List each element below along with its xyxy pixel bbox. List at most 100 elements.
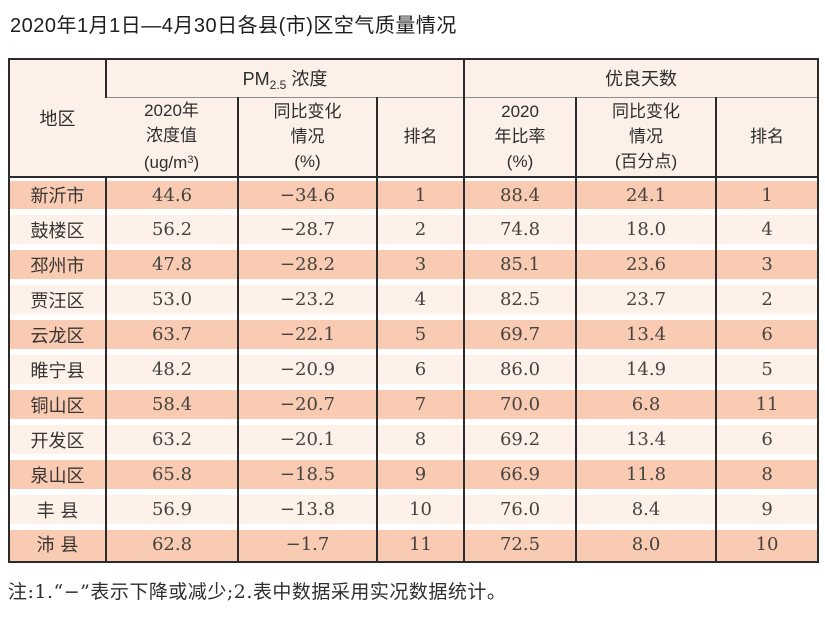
rate-change-cell: 11.8: [575, 457, 717, 492]
pm-value-cell: 53.0: [105, 282, 238, 317]
table-row: 开发区 63.2 −20.1 8 69.2 13.4 6: [9, 422, 819, 457]
region-cell: 贾汪区: [9, 282, 106, 317]
pm-change-cell: −22.1: [237, 317, 377, 352]
pm-value-cell: 65.8: [105, 457, 238, 492]
rate-rank-cell: 2: [715, 282, 819, 317]
region-cell: 云龙区: [9, 317, 106, 352]
pm25-subscript: 2.5: [269, 77, 287, 92]
table-row: 沛 县 62.8 −1.7 11 72.5 8.0 10: [9, 527, 819, 562]
rate-rank-cell: 3: [715, 247, 819, 282]
pm-change-cell: −20.1: [237, 422, 377, 457]
header-pm-change: 同比变化 情况 (%): [237, 97, 377, 178]
rate-change-cell: 14.9: [575, 352, 717, 387]
header-pm-value: 2020年 浓度值 (ug/m3): [106, 97, 238, 178]
region-cell: 邳州市: [9, 247, 106, 282]
rate-change-cell: 8.4: [575, 492, 717, 527]
rate-cell: 74.8: [463, 212, 577, 247]
rate-rank-cell: 9: [715, 492, 819, 527]
rate-rank-cell: 5: [715, 352, 819, 387]
pm-change-cell: −20.7: [237, 387, 377, 422]
header-good-days-group: 优良天数: [463, 59, 819, 98]
rate-rank-cell: 1: [715, 177, 819, 212]
unit-open: (ug/m: [143, 153, 188, 173]
pm-rank-cell: 11: [375, 527, 465, 562]
rate-change-cell: 23.7: [575, 282, 717, 317]
pm25-suffix: 浓度: [286, 68, 328, 89]
rate-change-cell: 13.4: [575, 317, 717, 352]
region-cell: 新沂市: [9, 177, 106, 212]
table-header: 地区 PM2.5 浓度 优良天数 2020年 浓度值 (ug/m3) 同比变化 …: [9, 59, 819, 178]
unit-close: ): [193, 153, 200, 173]
rate-rank-cell: 6: [715, 317, 819, 352]
rate-change-cell: 13.4: [575, 422, 717, 457]
header-good-change-line1: 同比变化: [612, 102, 681, 122]
pm-change-cell: −28.2: [237, 247, 377, 282]
region-cell: 铜山区: [9, 387, 106, 422]
rate-cell: 70.0: [463, 387, 577, 422]
rate-rank-cell: 4: [715, 212, 819, 247]
rate-rank-cell: 11: [715, 387, 819, 422]
pm-rank-cell: 3: [375, 247, 465, 282]
pm-rank-cell: 10: [375, 492, 465, 527]
header-region: 地区: [9, 59, 106, 178]
rate-cell: 66.9: [463, 457, 577, 492]
region-cell: 沛 县: [9, 527, 106, 562]
pm-value-cell: 48.2: [105, 352, 238, 387]
header-pm-change-line1: 同比变化: [273, 102, 342, 122]
rate-change-cell: 24.1: [575, 177, 717, 212]
pm-change-cell: −20.9: [237, 352, 377, 387]
pm-change-cell: −28.7: [237, 212, 377, 247]
rate-change-cell: 18.0: [575, 212, 717, 247]
header-pm-value-line1: 2020年: [144, 101, 199, 121]
rate-cell: 76.0: [463, 492, 577, 527]
rate-cell: 72.5: [463, 527, 577, 562]
pm-rank-cell: 6: [375, 352, 465, 387]
region-cell: 开发区: [9, 422, 106, 457]
pm-value-cell: 63.2: [105, 422, 238, 457]
pm-rank-cell: 2: [375, 212, 465, 247]
table-row: 丰 县 56.9 −13.8 10 76.0 8.4 9: [9, 492, 819, 527]
header-good-change: 同比变化 情况 (百分点): [575, 97, 717, 178]
pm-value-cell: 47.8: [105, 247, 238, 282]
rate-cell: 69.2: [463, 422, 577, 457]
pm25-prefix: PM: [242, 68, 270, 89]
rate-change-cell: 6.8: [575, 387, 717, 422]
rate-rank-cell: 6: [715, 422, 819, 457]
table-row: 鼓楼区 56.2 −28.7 2 74.8 18.0 4: [9, 212, 819, 247]
header-good-rate-line3: (%): [506, 152, 534, 172]
region-cell: 泉山区: [9, 457, 106, 492]
pm-value-cell: 63.7: [105, 317, 238, 352]
table-row: 云龙区 63.7 −22.1 5 69.7 13.4 6: [9, 317, 819, 352]
rate-cell: 82.5: [463, 282, 577, 317]
header-sub-row: 2020年 浓度值 (ug/m3) 同比变化 情况 (%) 排名 2020 年比…: [9, 97, 819, 178]
table-row: 睢宁县 48.2 −20.9 6 86.0 14.9 5: [9, 352, 819, 387]
header-pm-change-line2: 情况: [290, 127, 325, 147]
air-quality-table: 地区 PM2.5 浓度 优良天数 2020年 浓度值 (ug/m3) 同比变化 …: [8, 58, 820, 563]
header-good-change-line3: (百分点): [614, 152, 678, 172]
pm-change-cell: −34.6: [237, 177, 377, 212]
pm-value-cell: 56.9: [105, 492, 238, 527]
header-group-row: 地区 PM2.5 浓度 优良天数: [9, 59, 819, 178]
rate-cell: 88.4: [463, 177, 577, 212]
rate-rank-cell: 8: [715, 457, 819, 492]
header-good-rate: 2020 年比率 (%): [463, 97, 577, 178]
region-cell: 睢宁县: [9, 352, 106, 387]
footnote: 注:1.“−”表示下降或减少;2.表中数据采用实况数据统计。: [8, 581, 507, 603]
rate-cell: 69.7: [463, 317, 577, 352]
table-body: 新沂市 44.6 −34.6 1 88.4 24.1 1 鼓楼区 56.2 −2…: [9, 177, 819, 562]
table-row: 铜山区 58.4 −20.7 7 70.0 6.8 11: [9, 387, 819, 422]
pm-change-cell: −18.5: [237, 457, 377, 492]
table-row: 贾汪区 53.0 −23.2 4 82.5 23.7 2: [9, 282, 819, 317]
pm-change-cell: −1.7: [237, 527, 377, 562]
pm-value-cell: 56.2: [105, 212, 238, 247]
pm-rank-cell: 5: [375, 317, 465, 352]
page-title: 2020年1月1日—4月30日各县(市)区空气质量情况: [10, 15, 457, 37]
pm-rank-cell: 8: [375, 422, 465, 457]
pm-change-cell: −13.8: [237, 492, 377, 527]
pm-rank-cell: 1: [375, 177, 465, 212]
header-pm-change-line3: (%): [294, 152, 321, 172]
header-pm-rank: 排名: [375, 97, 465, 178]
table-row: 邳州市 47.8 −28.2 3 85.1 23.6 3: [9, 247, 819, 282]
rate-rank-cell: 10: [715, 527, 819, 562]
